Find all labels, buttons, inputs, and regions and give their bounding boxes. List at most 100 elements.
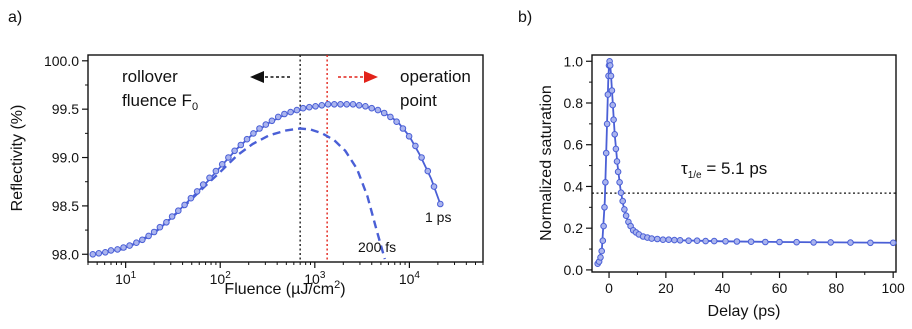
annotation-operation: operation bbox=[400, 67, 471, 86]
y-tick-label: 99.5 bbox=[52, 101, 79, 117]
x-tick-label: 102 bbox=[210, 270, 232, 287]
data-point bbox=[299, 104, 307, 112]
data-point bbox=[362, 103, 369, 110]
data-point bbox=[163, 219, 170, 226]
annotation-tau: τ1/e = 5.1 ps bbox=[681, 159, 767, 181]
data-point bbox=[622, 212, 630, 219]
data-point bbox=[187, 194, 195, 202]
data-point bbox=[281, 110, 288, 118]
data-point bbox=[393, 118, 400, 125]
data-point bbox=[181, 201, 188, 209]
data-point bbox=[256, 125, 263, 132]
data-point bbox=[867, 239, 874, 247]
series-label-200fs: 200 fs bbox=[358, 239, 396, 255]
data-point bbox=[654, 235, 661, 243]
panel-a-arrows bbox=[250, 71, 378, 83]
data-point bbox=[606, 62, 614, 69]
data-point bbox=[95, 250, 103, 257]
y-tick-label: 0.0 bbox=[564, 262, 584, 278]
data-point bbox=[274, 113, 282, 121]
data-point bbox=[212, 167, 220, 175]
data-point bbox=[374, 106, 382, 114]
data-point bbox=[231, 147, 238, 155]
data-point bbox=[312, 103, 319, 110]
data-point bbox=[847, 239, 854, 246]
panel-b-points bbox=[594, 58, 897, 268]
data-point bbox=[343, 101, 351, 108]
y-tick-label: 98.0 bbox=[52, 246, 79, 262]
y-tick-label: 0.4 bbox=[564, 178, 584, 194]
data-point bbox=[107, 247, 115, 254]
data-point bbox=[355, 102, 363, 109]
data-point bbox=[156, 223, 164, 231]
data-point bbox=[609, 101, 617, 109]
data-point bbox=[262, 121, 270, 128]
series-label-1ps: 1 ps bbox=[425, 209, 451, 225]
y-tick-label: 98.5 bbox=[52, 198, 79, 214]
x-tick-label: 60 bbox=[772, 280, 788, 296]
data-point bbox=[612, 145, 620, 153]
data-point bbox=[380, 109, 388, 117]
data-point bbox=[722, 238, 729, 245]
data-point bbox=[424, 167, 432, 175]
panel-b-plot-frame bbox=[591, 54, 897, 273]
data-point bbox=[237, 141, 245, 149]
y-tick-label: 100.0 bbox=[44, 53, 79, 69]
data-point bbox=[607, 72, 615, 80]
data-point bbox=[602, 149, 610, 157]
data-point bbox=[349, 101, 357, 108]
x-tick-label: 0 bbox=[605, 280, 613, 296]
x-tick-label: 80 bbox=[829, 280, 845, 296]
x-tick-label: 100 bbox=[881, 280, 905, 296]
data-point bbox=[120, 244, 127, 251]
panel-b-label: b) bbox=[518, 9, 532, 26]
data-point bbox=[102, 249, 109, 256]
y-tick-label: 0.6 bbox=[564, 137, 584, 153]
data-point bbox=[827, 239, 835, 246]
data-point bbox=[621, 206, 628, 213]
data-point bbox=[659, 236, 667, 243]
data-point bbox=[685, 237, 692, 244]
panel-b-ticks: 0 20 40 60 80 100 0.0 0.2 0.4 0.6 0.8 1.0 bbox=[564, 53, 906, 296]
panel-a-label: a) bbox=[8, 9, 22, 26]
data-point bbox=[810, 239, 817, 246]
panel-a: a) 101 102 103 104 98.0 98.5 99.0 99.5 100.0 rol… bbox=[8, 9, 484, 298]
data-point bbox=[250, 130, 257, 137]
data-point bbox=[206, 174, 213, 182]
panel-a-x-axis-label: Fluence (µJ/cm2) bbox=[224, 279, 345, 298]
data-point bbox=[139, 236, 146, 244]
data-point bbox=[318, 102, 326, 109]
data-point bbox=[603, 120, 611, 128]
data-point bbox=[418, 154, 425, 161]
data-point bbox=[324, 101, 332, 108]
data-point bbox=[619, 197, 627, 205]
data-point bbox=[175, 207, 182, 214]
data-point bbox=[671, 236, 678, 244]
data-point bbox=[225, 154, 232, 161]
x-tick-label: 101 bbox=[115, 270, 137, 287]
data-point bbox=[608, 87, 616, 94]
x-tick-label: 40 bbox=[715, 280, 731, 296]
x-tick-label: 20 bbox=[658, 280, 674, 296]
data-point bbox=[601, 204, 608, 211]
data-point bbox=[617, 189, 625, 196]
data-point bbox=[602, 179, 609, 186]
data-point bbox=[218, 161, 226, 168]
data-point bbox=[387, 113, 394, 121]
data-point bbox=[399, 125, 407, 132]
data-point bbox=[145, 232, 152, 240]
data-point bbox=[648, 235, 656, 242]
data-point bbox=[665, 236, 673, 243]
data-point bbox=[405, 133, 413, 140]
data-point bbox=[710, 237, 718, 245]
data-point bbox=[614, 168, 622, 176]
data-point bbox=[747, 238, 755, 245]
x-tick-label: 103 bbox=[304, 270, 326, 287]
series-200fs-line bbox=[92, 127, 386, 260]
data-point bbox=[776, 238, 783, 246]
panel-b: b) 0 20 40 60 80 100 0.0 0.2 0.4 0.6 0.8 1.0 τ1/e =… bbox=[518, 9, 905, 320]
data-point bbox=[676, 237, 684, 244]
y-tick-label: 1.0 bbox=[564, 53, 584, 69]
data-point bbox=[613, 158, 621, 165]
